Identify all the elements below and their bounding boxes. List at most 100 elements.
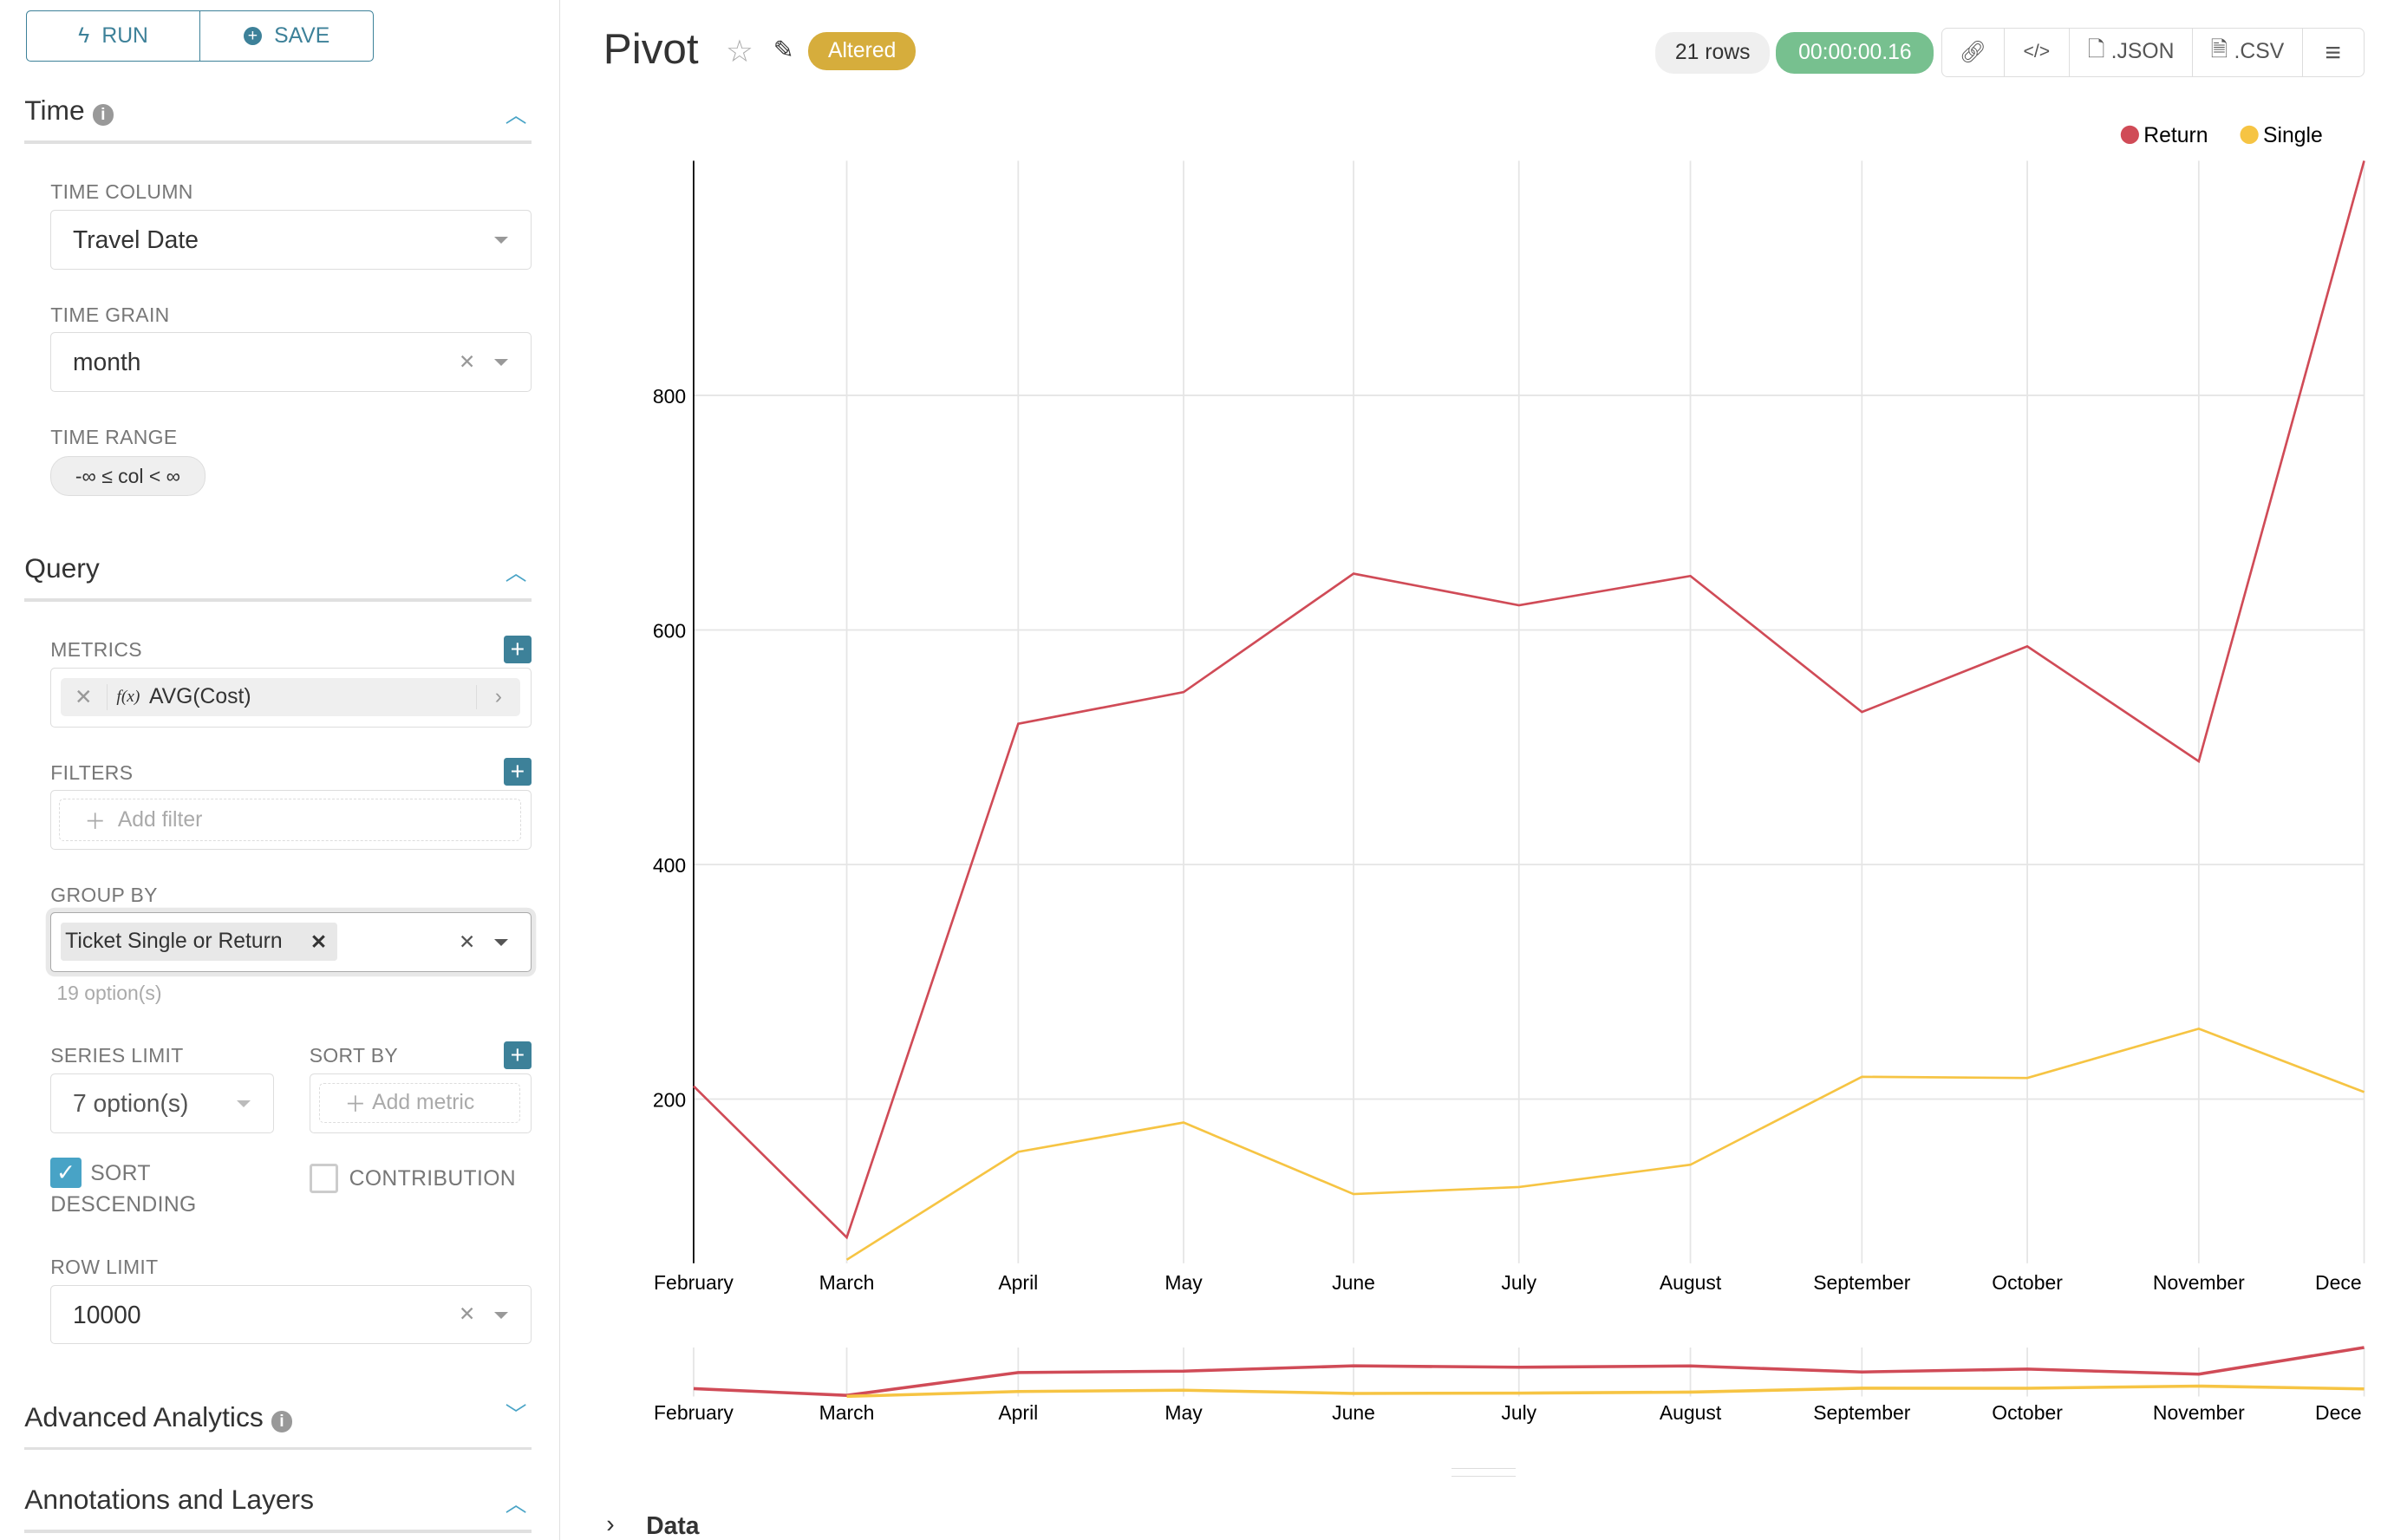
add-sort-plus-icon[interactable]: +: [503, 1041, 532, 1069]
embed-code-button[interactable]: </>: [2003, 28, 2069, 76]
brush-x-tick-label: August: [1660, 1401, 1722, 1424]
json-label: .JSON: [2110, 40, 2175, 64]
section-query-header[interactable]: Query: [24, 552, 100, 584]
add-filter-plus-icon[interactable]: +: [503, 758, 532, 786]
section-title: Time: [24, 95, 85, 127]
section-time-header[interactable]: Time i: [24, 95, 114, 127]
x-tick-label: October: [1992, 1271, 2063, 1294]
sort-descending-checkbox[interactable]: ✓: [50, 1158, 82, 1189]
y-tick-label: 600: [653, 619, 686, 642]
function-icon: f(x): [116, 687, 140, 706]
hamburger-icon: ≡: [2325, 36, 2341, 68]
link-button[interactable]: 🔗︎: [1942, 29, 2004, 76]
contribution-checkbox[interactable]: [309, 1164, 339, 1193]
caret-down-icon: [236, 1100, 251, 1107]
chevron-up-icon[interactable]: ︿: [505, 1492, 527, 1517]
time-column-select[interactable]: Travel Date: [50, 209, 532, 270]
run-button[interactable]: ϟ RUN: [27, 11, 199, 61]
x-tick-label: Dece: [2315, 1271, 2362, 1294]
row-limit-label: ROW LIMIT: [50, 1256, 159, 1279]
clear-icon[interactable]: ✕: [458, 349, 476, 373]
legend-marker-return: [2120, 125, 2139, 144]
time-range-label: TIME RANGE: [50, 425, 178, 448]
section-title: Advanced Analytics: [24, 1400, 264, 1432]
group-by-tag: Ticket Single or Return ✕: [60, 923, 338, 962]
time-range-value: -∞ ≤ col < ∞: [75, 464, 180, 487]
remove-tag-icon[interactable]: ✕: [310, 930, 328, 953]
altered-badge: Altered: [808, 32, 916, 71]
caret-down-icon: [493, 359, 508, 366]
time-range-pill[interactable]: -∞ ≤ col < ∞: [50, 456, 205, 497]
series-limit-select[interactable]: 7 option(s): [50, 1073, 275, 1133]
time-grain-label: TIME GRAIN: [50, 303, 170, 326]
x-tick-label: August: [1660, 1271, 1722, 1294]
chevron-up-icon[interactable]: ︿: [505, 104, 527, 128]
group-by-tag-label: Ticket Single or Return: [65, 930, 283, 954]
filters-label: FILTERS: [50, 760, 134, 784]
row-limit-select[interactable]: 10000 ✕: [50, 1284, 532, 1345]
sort-descending-label: SORT: [90, 1162, 151, 1186]
brush-x-tick-label: November: [2153, 1401, 2245, 1424]
info-icon: i: [92, 104, 114, 127]
bolt-icon: ϟ: [78, 23, 90, 48]
save-button[interactable]: + SAVE: [199, 11, 373, 61]
series-limit-value: 7 option(s): [72, 1088, 189, 1117]
data-toggle-chevron-icon[interactable]: ›: [606, 1510, 615, 1538]
section-annotations-header[interactable]: Annotations and Layers: [24, 1484, 314, 1516]
brush-series-line-return: [693, 1346, 2365, 1397]
metric-tag[interactable]: ✕ f(x) AVG(Cost) ›: [60, 677, 520, 716]
metrics-field: ✕ f(x) AVG(Cost) ›: [50, 667, 532, 728]
menu-button[interactable]: ≡: [2301, 28, 2364, 76]
add-metric-plus-icon[interactable]: +: [503, 636, 532, 663]
add-filter-button[interactable]: ＋ Add filter: [59, 799, 522, 842]
brush-x-tick-label: April: [998, 1401, 1038, 1424]
sort-by-label: SORT BY: [309, 1044, 399, 1067]
clear-icon[interactable]: ✕: [458, 1302, 476, 1325]
contribution-label: CONTRIBUTION: [349, 1166, 516, 1191]
legend-label-single: Single: [2263, 124, 2323, 147]
resize-handle[interactable]: [1451, 1468, 1517, 1477]
code-icon: </>: [2023, 42, 2051, 62]
caret-down-icon: [493, 236, 508, 244]
export-toolbar: 🔗︎ </> 🗋 .JSON 🗎 .CSV ≡: [1941, 27, 2365, 77]
data-section-toggle[interactable]: Data: [646, 1511, 700, 1539]
clear-icon[interactable]: ✕: [458, 930, 476, 953]
section-title: Query: [24, 552, 100, 584]
remove-icon[interactable]: ✕: [61, 683, 108, 710]
time-grain-value: month: [72, 348, 141, 376]
sort-by-field: ＋ Add metric: [309, 1073, 532, 1133]
y-tick-label: 200: [653, 1088, 686, 1111]
star-icon[interactable]: ☆: [726, 34, 753, 69]
caret-down-icon: [493, 1311, 508, 1319]
export-json-button[interactable]: 🗋 .JSON: [2068, 28, 2192, 76]
divider: [24, 1530, 532, 1533]
run-save-group: ϟ RUN + SAVE: [26, 10, 375, 62]
brush-x-tick-label: February: [654, 1401, 734, 1424]
brush-series-line-single: [846, 1384, 2365, 1399]
chevron-right-icon[interactable]: ›: [476, 684, 519, 709]
group-by-hint: 19 option(s): [56, 981, 162, 1004]
series-line-return: [693, 160, 2365, 1240]
edit-icon[interactable]: ✎: [773, 35, 794, 63]
brush-x-tick-label: May: [1164, 1401, 1203, 1424]
time-column-value: Travel Date: [72, 225, 199, 253]
time-grain-select[interactable]: month ✕: [50, 332, 532, 393]
chevron-down-icon[interactable]: ﹀: [505, 1404, 527, 1428]
save-label: SAVE: [274, 23, 330, 48]
export-csv-button[interactable]: 🗎 .CSV: [2192, 28, 2301, 76]
group-by-select[interactable]: Ticket Single or Return ✕ ✕: [50, 912, 532, 973]
brush-x-tick-label: October: [1992, 1401, 2063, 1424]
chevron-up-icon[interactable]: ︿: [505, 562, 527, 586]
section-advanced-header[interactable]: Advanced Analytics i: [24, 1400, 293, 1433]
x-tick-label: September: [1813, 1271, 1911, 1294]
file-text-icon: 🗎: [2210, 38, 2228, 62]
run-label: RUN: [101, 23, 148, 48]
caret-down-icon: [493, 939, 508, 946]
y-tick-label: 800: [653, 385, 686, 408]
csv-label: .CSV: [2234, 40, 2285, 64]
add-metric-button[interactable]: ＋ Add metric: [319, 1083, 520, 1124]
filters-field: ＋ Add filter: [50, 790, 532, 851]
divider: [24, 1446, 532, 1451]
info-icon: i: [271, 1410, 293, 1432]
